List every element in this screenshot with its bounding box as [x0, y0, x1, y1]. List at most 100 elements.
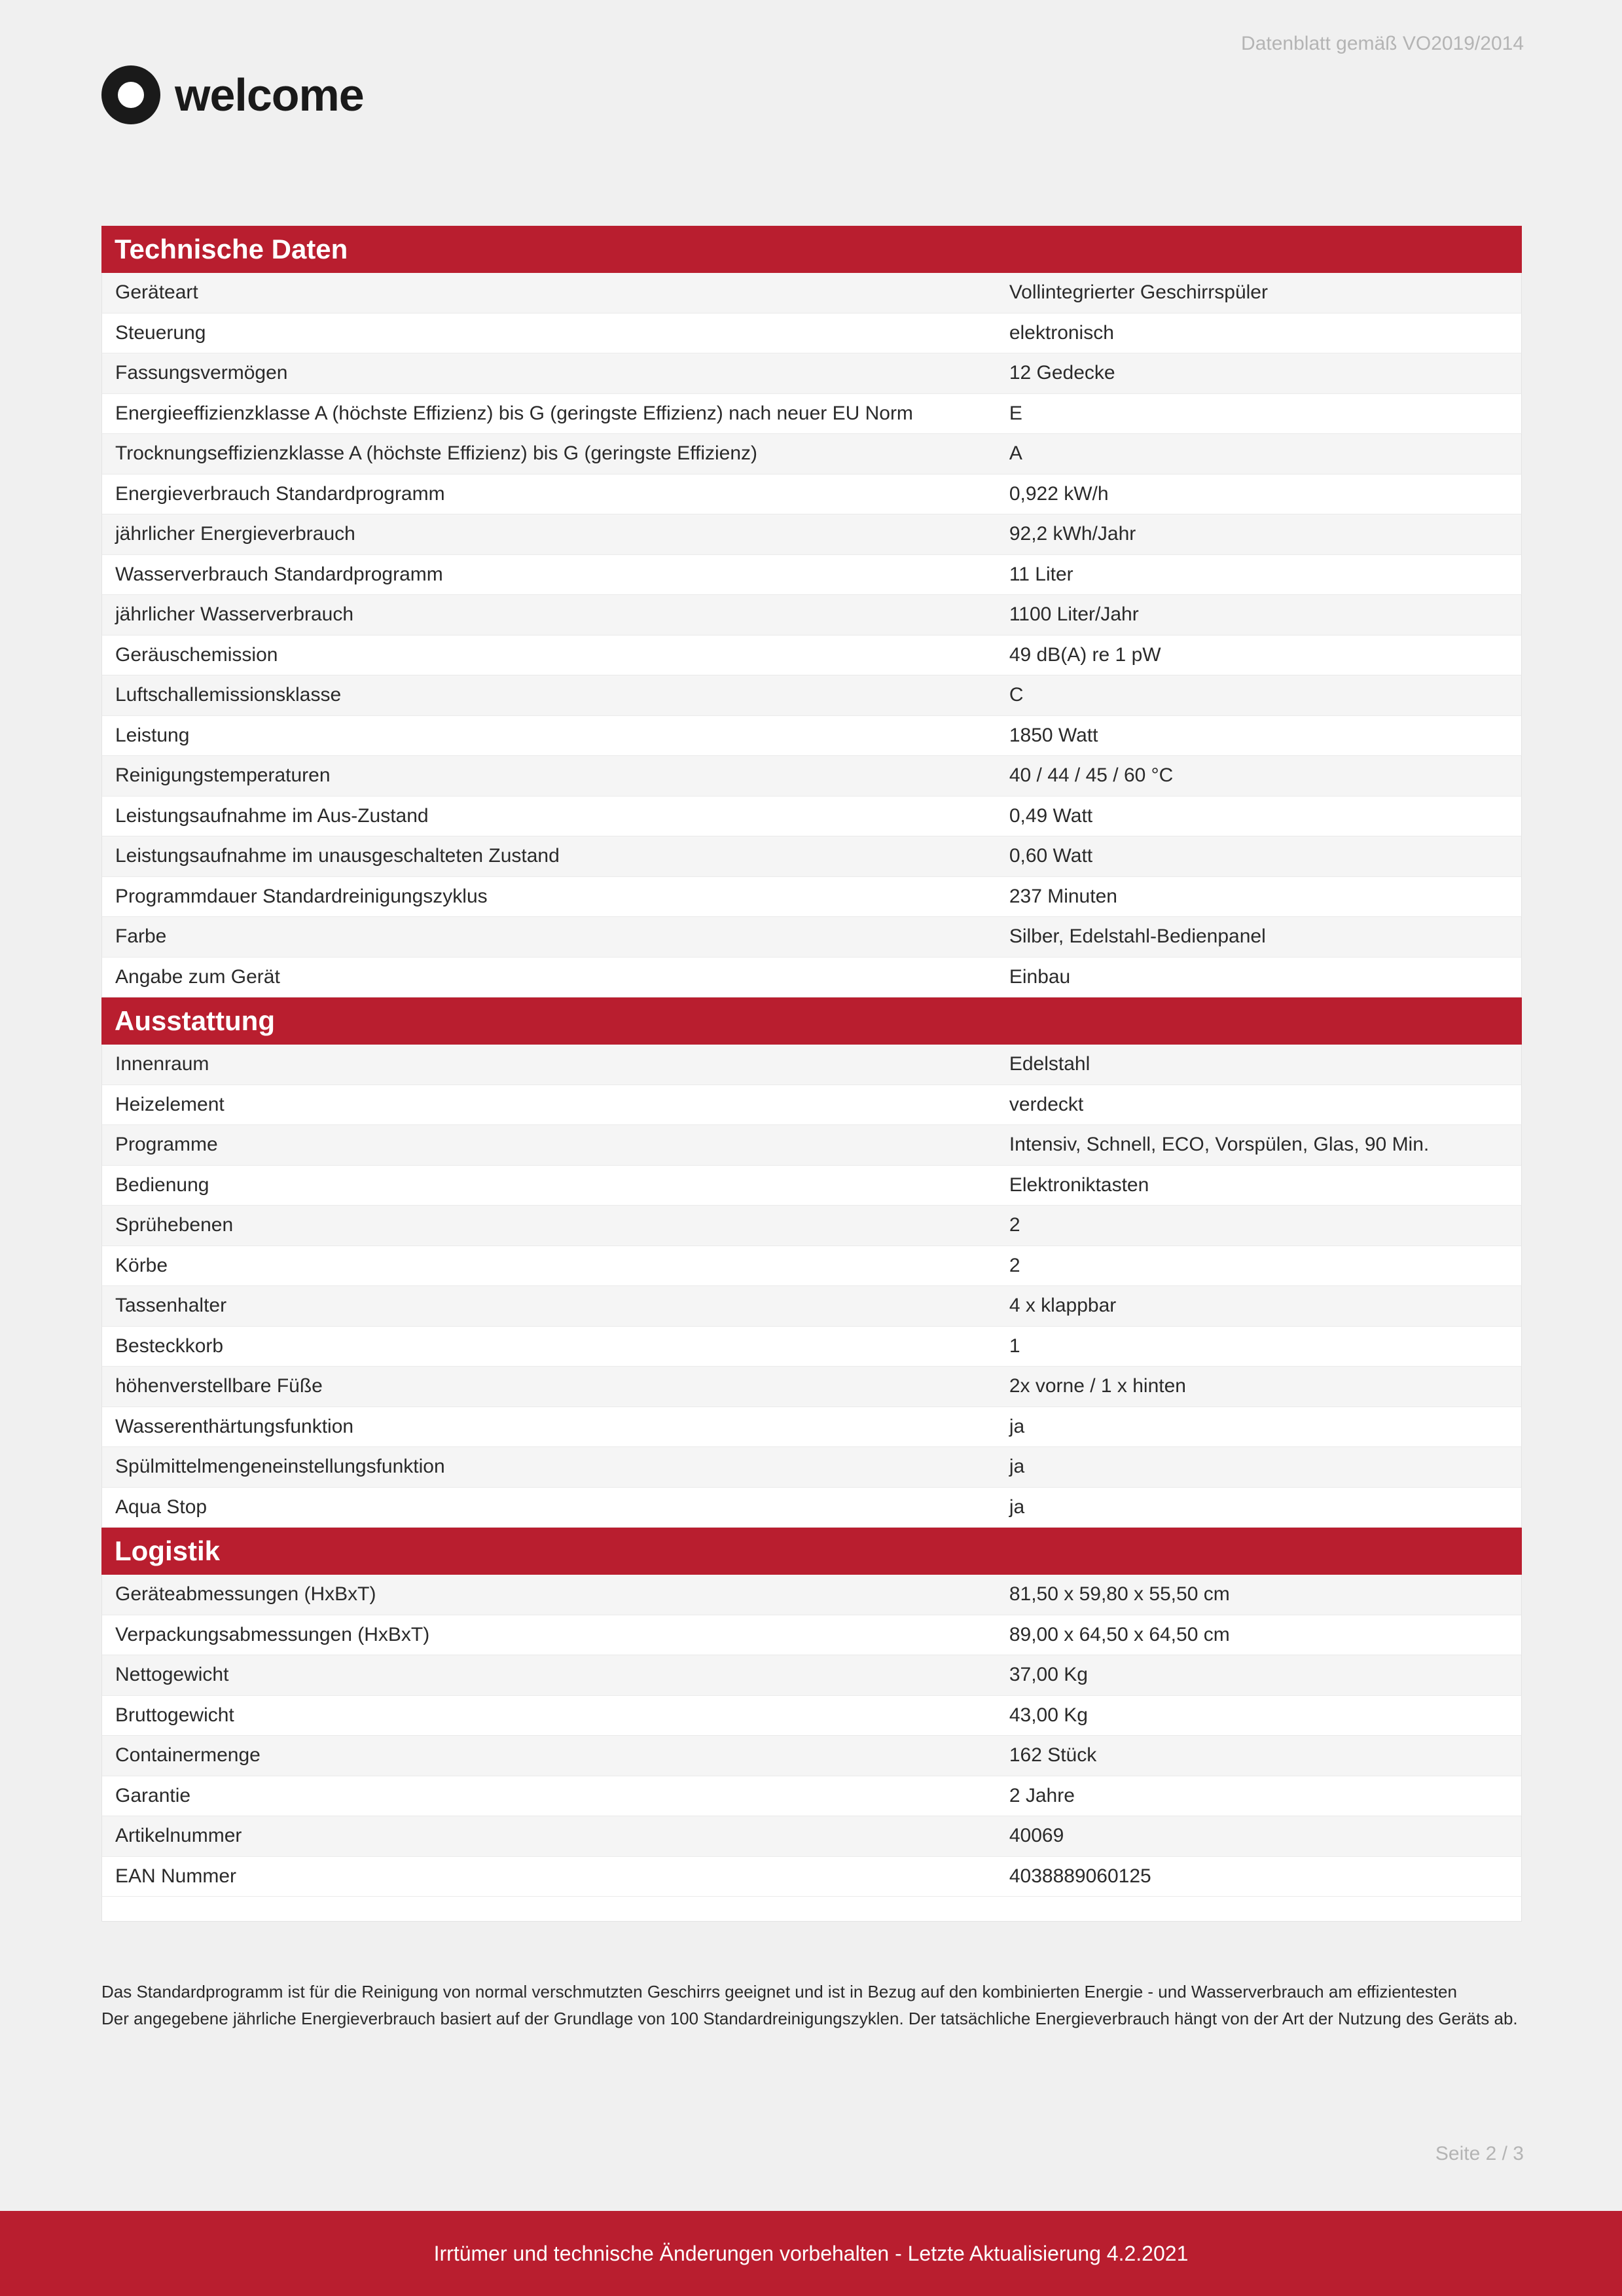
- table-row: Fassungsvermögen12 Gedecke: [101, 353, 1522, 394]
- table-row: Containermenge162 Stück: [101, 1736, 1522, 1776]
- spec-label: Leistung: [102, 716, 996, 756]
- spec-label: höhenverstellbare Füße: [102, 1367, 996, 1407]
- spec-value: Elektroniktasten: [996, 1166, 1521, 1206]
- spec-value: verdeckt: [996, 1085, 1521, 1125]
- section-title: Ausstattung: [115, 1005, 993, 1037]
- spec-value: 2: [996, 1206, 1521, 1246]
- spec-label: jährlicher Energieverbrauch: [102, 514, 996, 554]
- table-row: Leistungsaufnahme im unausgeschalteten Z…: [101, 836, 1522, 877]
- table-row: Garantie2 Jahre: [101, 1776, 1522, 1817]
- spec-value: 2 Jahre: [996, 1776, 1521, 1816]
- spec-value: Vollintegrierter Geschirrspüler: [996, 273, 1521, 313]
- table-row: EAN Nummer4038889060125: [101, 1857, 1522, 1897]
- spec-label: EAN Nummer: [102, 1857, 996, 1897]
- table-row: jährlicher Energieverbrauch92,2 kWh/Jahr: [101, 514, 1522, 555]
- spec-value: 49 dB(A) re 1 pW: [996, 636, 1521, 675]
- spec-value: E: [996, 394, 1521, 434]
- spec-label: Geräteart: [102, 273, 996, 313]
- table-row: Sprühebenen2: [101, 1206, 1522, 1246]
- table-row: FarbeSilber, Edelstahl-Bedienpanel: [101, 917, 1522, 958]
- table-row: Steuerungelektronisch: [101, 314, 1522, 354]
- regulation-note: Datenblatt gemäß VO2019/2014: [1241, 33, 1524, 55]
- table-row: BedienungElektroniktasten: [101, 1166, 1522, 1206]
- spec-value: 1: [996, 1327, 1521, 1367]
- spec-label: Leistungsaufnahme im Aus-Zustand: [102, 797, 996, 836]
- spec-value: 37,00 Kg: [996, 1655, 1521, 1695]
- footer-bar: Irrtümer und technische Änderungen vorbe…: [0, 2211, 1622, 2296]
- spec-value: 43,00 Kg: [996, 1696, 1521, 1736]
- spec-label: Geräteabmessungen (HxBxT): [102, 1575, 996, 1615]
- table-row: Spülmittelmengeneinstellungsfunktionja: [101, 1447, 1522, 1488]
- spec-label: Geräuschemission: [102, 636, 996, 675]
- spec-label: Nettogewicht: [102, 1655, 996, 1695]
- spec-value: C: [996, 675, 1521, 715]
- table-row: InnenraumEdelstahl: [101, 1045, 1522, 1085]
- table-row: Trocknungseffizienzklasse A (höchste Eff…: [101, 434, 1522, 475]
- footer-text: Irrtümer und technische Änderungen vorbe…: [434, 2242, 1189, 2266]
- section-header: Logistik: [101, 1528, 1522, 1575]
- spec-value: 4038889060125: [996, 1857, 1521, 1897]
- spec-value: Silber, Edelstahl-Bedienpanel: [996, 917, 1521, 957]
- spec-label: Steuerung: [102, 314, 996, 353]
- spec-value: 2: [996, 1246, 1521, 1286]
- section-header: Technische Daten: [101, 226, 1522, 273]
- table-row: Leistung1850 Watt: [101, 716, 1522, 757]
- table-spacer: [101, 1897, 1522, 1922]
- spec-label: Besteckkorb: [102, 1327, 996, 1367]
- spec-label: Wasserenthärtungsfunktion: [102, 1407, 996, 1447]
- spec-value: 2x vorne / 1 x hinten: [996, 1367, 1521, 1407]
- table-row: höhenverstellbare Füße2x vorne / 1 x hin…: [101, 1367, 1522, 1407]
- spec-value: 1100 Liter/Jahr: [996, 595, 1521, 635]
- spec-value: Einbau: [996, 958, 1521, 997]
- spec-value: 237 Minuten: [996, 877, 1521, 917]
- spec-value: elektronisch: [996, 314, 1521, 353]
- spec-value: ja: [996, 1447, 1521, 1487]
- table-row: Heizelementverdeckt: [101, 1085, 1522, 1126]
- spec-table-container: Technische DatenGeräteartVollintegrierte…: [101, 226, 1522, 2034]
- spec-label: Leistungsaufnahme im unausgeschalteten Z…: [102, 836, 996, 876]
- table-row: Aqua Stopja: [101, 1488, 1522, 1528]
- spec-value: 89,00 x 64,50 x 64,50 cm: [996, 1615, 1521, 1655]
- spec-label: Tassenhalter: [102, 1286, 996, 1326]
- spec-label: Containermenge: [102, 1736, 996, 1776]
- spec-value: Edelstahl: [996, 1045, 1521, 1085]
- spec-label: Garantie: [102, 1776, 996, 1816]
- spec-label: Farbe: [102, 917, 996, 957]
- spec-label: Aqua Stop: [102, 1488, 996, 1528]
- spec-label: Sprühebenen: [102, 1206, 996, 1246]
- spec-value: 81,50 x 59,80 x 55,50 cm: [996, 1575, 1521, 1615]
- spec-label: Angabe zum Gerät: [102, 958, 996, 997]
- spec-label: Wasserverbrauch Standardprogramm: [102, 555, 996, 595]
- spec-value: ja: [996, 1407, 1521, 1447]
- section-body: GeräteartVollintegrierter Geschirrspüler…: [101, 273, 1522, 997]
- spec-value: 0,49 Watt: [996, 797, 1521, 836]
- spec-value: 0,60 Watt: [996, 836, 1521, 876]
- section-body: Geräteabmessungen (HxBxT)81,50 x 59,80 x…: [101, 1575, 1522, 1897]
- spec-value: 162 Stück: [996, 1736, 1521, 1776]
- spec-label: Heizelement: [102, 1085, 996, 1125]
- logo-icon: [101, 65, 160, 124]
- table-row: ProgrammeIntensiv, Schnell, ECO, Vorspül…: [101, 1125, 1522, 1166]
- spec-value: 11 Liter: [996, 555, 1521, 595]
- table-row: GeräteartVollintegrierter Geschirrspüler: [101, 273, 1522, 314]
- spec-label: Innenraum: [102, 1045, 996, 1085]
- spec-label: Reinigungstemperaturen: [102, 756, 996, 796]
- footnotes: Das Standardprogramm ist für die Reinigu…: [101, 1981, 1522, 2030]
- table-row: LuftschallemissionsklasseC: [101, 675, 1522, 716]
- spec-label: Artikelnummer: [102, 1816, 996, 1856]
- spec-label: Spülmittelmengeneinstellungsfunktion: [102, 1447, 996, 1487]
- spec-value: 40 / 44 / 45 / 60 °C: [996, 756, 1521, 796]
- table-row: Verpackungsabmessungen (HxBxT)89,00 x 64…: [101, 1615, 1522, 1656]
- table-row: Angabe zum GerätEinbau: [101, 958, 1522, 998]
- spec-value: Intensiv, Schnell, ECO, Vorspülen, Glas,…: [996, 1125, 1521, 1165]
- table-row: Besteckkorb1: [101, 1327, 1522, 1367]
- table-row: Nettogewicht37,00 Kg: [101, 1655, 1522, 1696]
- table-row: Wasserverbrauch Standardprogramm11 Liter: [101, 555, 1522, 596]
- spec-label: Körbe: [102, 1246, 996, 1286]
- table-row: Leistungsaufnahme im Aus-Zustand0,49 Wat…: [101, 797, 1522, 837]
- spec-value: ja: [996, 1488, 1521, 1528]
- table-row: Bruttogewicht43,00 Kg: [101, 1696, 1522, 1736]
- table-row: Energieeffizienzklasse A (höchste Effizi…: [101, 394, 1522, 435]
- spec-value: A: [996, 434, 1521, 474]
- spec-label: jährlicher Wasserverbrauch: [102, 595, 996, 635]
